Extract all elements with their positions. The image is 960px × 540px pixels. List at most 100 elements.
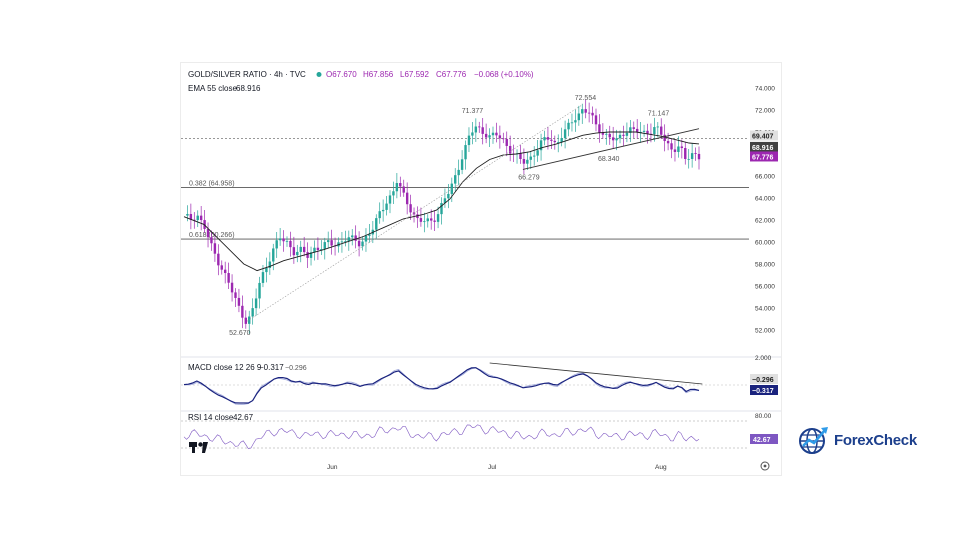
candle-body xyxy=(694,153,697,154)
candle-body xyxy=(189,213,193,220)
candle-body xyxy=(467,135,471,146)
globe-chart-logo-icon xyxy=(799,427,828,454)
candle-body xyxy=(557,142,560,143)
price-badge-label: 69.407 xyxy=(752,134,774,141)
candle-body xyxy=(388,195,392,204)
candle-body xyxy=(629,127,632,133)
candle-body xyxy=(539,140,543,151)
candle-body xyxy=(660,126,663,135)
candle-body xyxy=(302,246,306,253)
candle-body xyxy=(354,235,357,241)
candle-body xyxy=(536,150,539,156)
candle-body xyxy=(275,240,278,249)
candle-body xyxy=(299,246,302,252)
overlay-lines xyxy=(183,104,700,322)
price-tick-label: 56.000 xyxy=(755,284,775,291)
candle-body xyxy=(196,215,199,221)
candle-body xyxy=(460,159,464,170)
rsi-badge-label: 42.67 xyxy=(753,437,771,444)
candle-body xyxy=(364,235,368,242)
candle-body xyxy=(199,215,203,221)
time-axis[interactable]: Jun Jul Aug xyxy=(327,464,667,471)
candle-body xyxy=(543,137,546,141)
chart-canvas[interactable]: GOLD/SILVER RATIO · 4h · TVC O67.670 H67… xyxy=(181,63,781,475)
candle-body xyxy=(213,243,217,254)
candle-body xyxy=(625,132,629,136)
candle-body xyxy=(344,240,347,242)
rsi-line xyxy=(183,424,700,450)
settings-gear-icon[interactable] xyxy=(760,461,770,471)
candle-body xyxy=(563,129,567,139)
candle-body xyxy=(234,292,237,298)
candle-body xyxy=(498,135,502,139)
candle-body xyxy=(340,241,344,243)
candle-body xyxy=(381,209,385,212)
ohlc-low: L67.592 xyxy=(400,70,429,79)
candle-body xyxy=(454,175,457,184)
candle-body xyxy=(615,138,618,141)
price-axis[interactable]: 74.00072.00070.00068.00066.00064.00062.0… xyxy=(755,86,775,335)
market-status-icon xyxy=(316,72,322,77)
candle-body xyxy=(258,282,261,299)
candle-body xyxy=(673,149,677,152)
ohlc-change: −0.068 (+0.10%) xyxy=(474,70,534,79)
price-annotations: 72.554 71.377 71.147 68.340 66.279 52.670 xyxy=(229,95,669,337)
candle-body xyxy=(670,143,673,150)
candle-body xyxy=(502,138,505,140)
candle-body xyxy=(550,139,553,141)
ema-line xyxy=(183,131,700,272)
candle-body xyxy=(464,145,467,160)
forexcheck-logo: ForexCheck xyxy=(797,424,927,456)
candle-body xyxy=(423,221,426,223)
candle-body xyxy=(210,237,213,244)
candle-body xyxy=(409,204,412,213)
candle-body xyxy=(608,133,611,138)
candle-body xyxy=(663,134,666,142)
candle-body xyxy=(684,148,687,160)
candle-body xyxy=(244,317,247,324)
candle-body xyxy=(320,249,323,251)
candle-body xyxy=(529,156,532,160)
price-tick-label: 58.000 xyxy=(755,262,775,269)
candle-body xyxy=(385,203,388,210)
ohlc-open: O67.670 xyxy=(326,70,357,79)
candle-body xyxy=(265,267,268,273)
price-badge-label: 67.776 xyxy=(752,154,774,161)
ema-legend-label: EMA 55 close xyxy=(188,84,237,93)
candle-body xyxy=(220,265,223,270)
candle-body xyxy=(357,240,361,247)
time-tick-label: Jun xyxy=(327,464,338,471)
candle-body xyxy=(230,282,234,293)
candle-body xyxy=(666,141,670,144)
chart-panel[interactable]: GOLD/SILVER RATIO · 4h · TVC O67.670 H67… xyxy=(180,62,782,476)
candle-body xyxy=(361,241,364,247)
price-annotation: 68.340 xyxy=(598,156,620,163)
candle-body xyxy=(224,269,227,274)
candle-body xyxy=(351,235,354,238)
candle-body xyxy=(261,272,265,283)
candle-body xyxy=(605,133,608,135)
price-annotation: 66.279 xyxy=(518,175,540,182)
price-tick-label: 54.000 xyxy=(755,306,775,313)
candle-body xyxy=(677,146,680,152)
price-tick-label: 64.000 xyxy=(755,196,775,203)
candle-body xyxy=(292,247,296,256)
candle-body xyxy=(395,183,399,192)
candle-body xyxy=(248,316,251,324)
candle-body xyxy=(375,218,378,230)
candle-body xyxy=(598,124,601,133)
macd-badge xyxy=(750,374,778,384)
candle-body xyxy=(508,145,512,154)
macd-badge-label: −0.317 xyxy=(752,388,774,395)
candle-body xyxy=(193,219,196,221)
candle-body xyxy=(488,135,491,138)
rsi-series: 42.67 xyxy=(181,420,778,450)
candle-body xyxy=(533,155,536,157)
rsi-legend-value: 42.67 xyxy=(233,413,254,422)
rsi-tick-80: 80.00 xyxy=(755,413,772,420)
symbol-title: GOLD/SILVER RATIO · 4h · TVC xyxy=(188,70,306,79)
price-tick-label: 66.000 xyxy=(755,174,775,181)
candle-body xyxy=(570,122,574,124)
tradingview-logo-icon xyxy=(189,442,208,453)
candle-body xyxy=(495,132,498,136)
